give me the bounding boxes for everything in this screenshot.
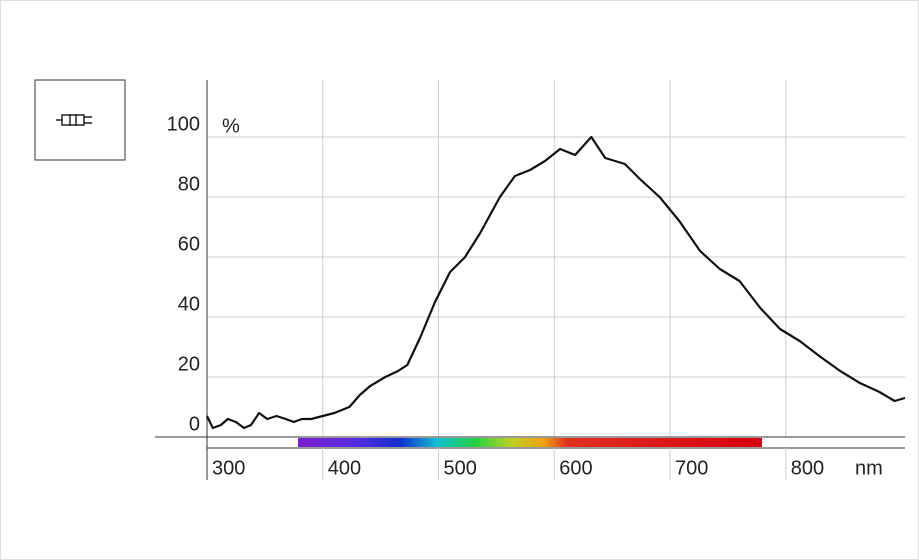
x-tick-label: 300 [212,457,245,479]
y-tick-label: 60 [178,233,200,255]
icon-box [34,79,126,161]
y-tick-label: 100 [167,113,200,135]
lamp-icon [56,114,92,126]
y-tick-label: 40 [178,293,200,315]
x-tick-label: 600 [559,457,592,479]
x-unit: nm [855,457,883,479]
y-tick-label: 20 [178,353,200,375]
x-tick-label: 400 [328,457,361,479]
spectrum-bar [298,438,762,447]
y-unit: % [222,115,240,137]
data-line [206,135,906,430]
y-tick-label: 80 [178,173,200,195]
x-tick-label: 500 [444,457,477,479]
x-tick-label: 700 [675,457,708,479]
y-tick-label: 0 [189,413,200,435]
x-tick-label: 800 [791,457,824,479]
